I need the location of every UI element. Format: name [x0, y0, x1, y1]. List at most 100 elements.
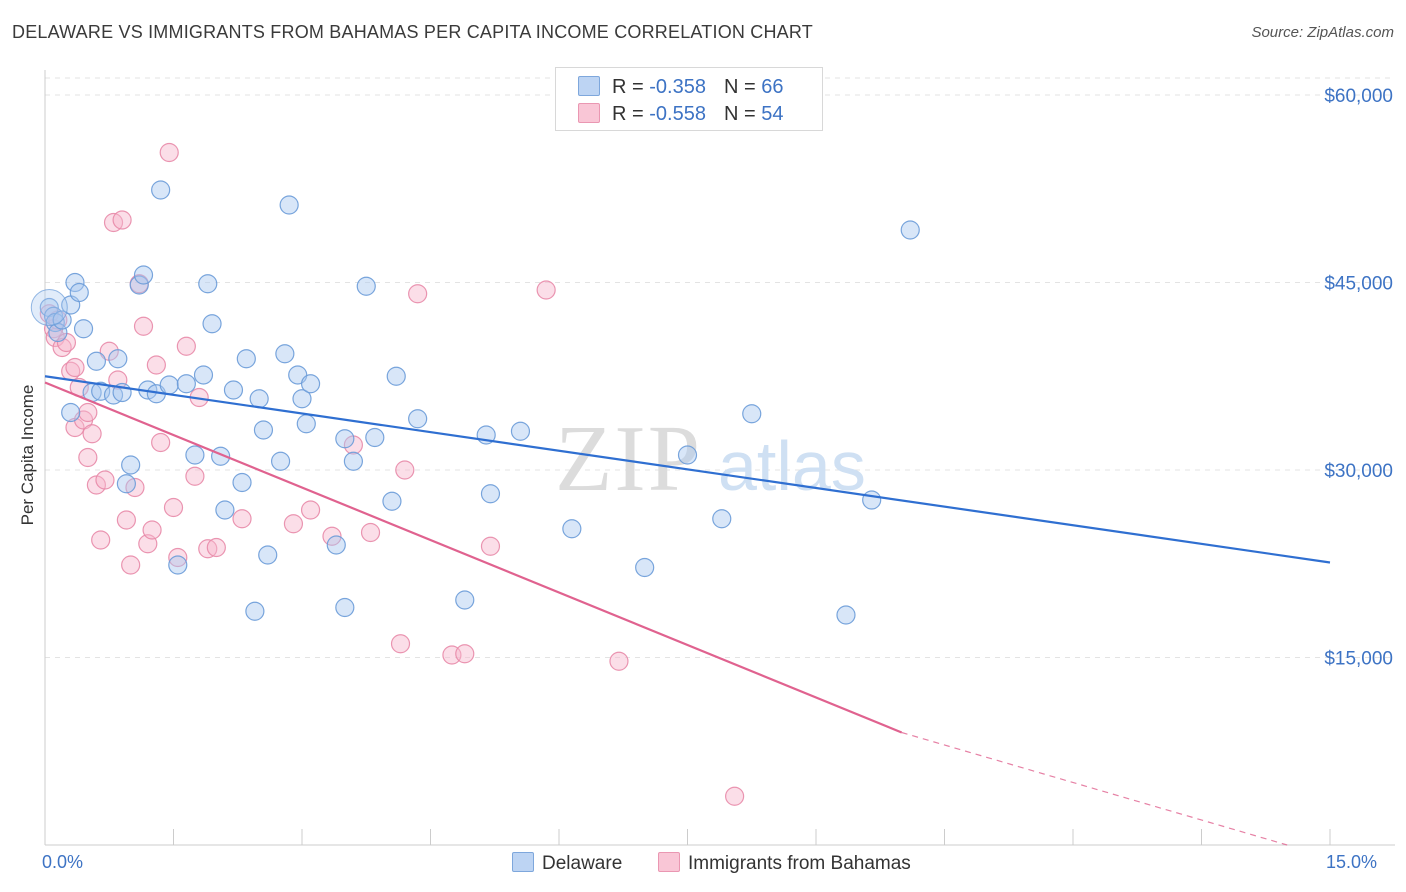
- delaware-point: [86, 351, 107, 371]
- bahamas-point: [91, 530, 111, 550]
- delaware-point: [159, 375, 179, 395]
- delaware-point: [193, 365, 214, 385]
- trend-lines: [44, 375, 1331, 846]
- legend-r-label: R =: [612, 76, 650, 98]
- legend-r-value: -0.358: [649, 76, 706, 98]
- bahamas-point: [455, 644, 475, 664]
- bahamas-point: [82, 424, 102, 444]
- bahamas-point: [300, 500, 321, 520]
- delaware-point: [742, 404, 762, 424]
- axes: [44, 70, 1395, 846]
- delaware-point: [712, 509, 732, 529]
- legend-r-label: R =: [612, 103, 650, 125]
- bahamas-point: [146, 355, 166, 375]
- bahamas-point: [121, 555, 141, 575]
- delaware-point: [562, 519, 582, 539]
- delaware-point: [253, 420, 274, 440]
- delaware-swatch: [578, 76, 600, 96]
- legend-row-delaware: R = -0.358 N = 66: [578, 76, 783, 98]
- source-credit: Source: ZipAtlas.com: [1251, 24, 1394, 41]
- bahamas-point: [725, 786, 745, 806]
- delaware-point: [223, 380, 244, 400]
- legend-n-value: 54: [761, 103, 784, 125]
- x-tick-max: 15.0%: [1326, 852, 1378, 872]
- bahamas-point: [283, 514, 304, 534]
- delaware-point: [300, 374, 321, 394]
- bahamas-swatch: [658, 852, 680, 872]
- delaware-point: [326, 535, 346, 555]
- delaware-point: [116, 474, 136, 494]
- bahamas-point: [78, 402, 98, 423]
- delaware-point: [677, 445, 698, 465]
- delaware-point: [510, 421, 531, 441]
- bahamas-point: [151, 432, 171, 453]
- bahamas-point: [390, 634, 411, 654]
- delaware-point: [408, 409, 428, 429]
- bahamas-point: [185, 466, 205, 486]
- delaware-point-large: [30, 289, 68, 326]
- delaware-point: [356, 276, 376, 296]
- bahamas-point: [232, 509, 252, 529]
- legend-n-label: N =: [723, 103, 762, 125]
- delaware-point: [236, 349, 256, 369]
- delaware-point: [65, 272, 85, 293]
- legend-n-value: 66: [761, 76, 784, 98]
- delaware-point: [176, 374, 196, 394]
- bahamas-point: [168, 547, 188, 568]
- bahamas-point: [395, 460, 415, 480]
- bahamas-trend-line: [44, 381, 903, 734]
- bahamas-point: [142, 520, 162, 540]
- delaware-point: [198, 274, 218, 294]
- bahamas-point: [65, 357, 85, 378]
- bottom-legend-delaware: Delaware: [512, 852, 622, 875]
- delaware-point: [296, 414, 316, 434]
- chart-title: DELAWARE VS IMMIGRANTS FROM BAHAMAS PER …: [12, 22, 813, 42]
- delaware-point: [382, 491, 402, 511]
- delaware-point: [455, 590, 475, 610]
- x-tick-min: 0.0%: [42, 852, 84, 872]
- bahamas-point: [112, 210, 132, 230]
- delaware-point: [836, 605, 856, 625]
- delaware-point: [335, 429, 355, 449]
- bahamas-point: [480, 536, 501, 556]
- bahamas-point: [116, 510, 136, 530]
- y-axis-label: Per Capita Income: [18, 384, 37, 526]
- bahamas-point: [536, 280, 556, 300]
- bottom-legend-delaware-label: Delaware: [542, 853, 623, 874]
- delaware-point: [202, 314, 222, 334]
- delaware-point: [258, 545, 278, 565]
- bahamas-point: [408, 284, 428, 304]
- bahamas-point: [322, 526, 342, 546]
- bahamas-point: [133, 316, 154, 336]
- delaware-point: [275, 344, 295, 364]
- delaware-point: [635, 557, 655, 578]
- legend-n-label: N =: [723, 76, 762, 98]
- delaware-point: [69, 282, 89, 303]
- watermark-atlas: atlas: [718, 427, 866, 505]
- delaware-point: [133, 265, 154, 285]
- delaware-point: [108, 349, 128, 369]
- delaware-point: [365, 427, 385, 448]
- bahamas-swatch: [578, 103, 600, 123]
- delaware-point: [245, 601, 265, 621]
- delaware-point: [900, 220, 920, 240]
- y-tick-label: $30,000: [1324, 461, 1393, 482]
- correlation-legend: R = -0.358 N = 66 R = -0.558 N = 54: [555, 67, 823, 131]
- bottom-legend-bahamas-label: Immigrants from Bahamas: [688, 853, 911, 874]
- y-tick-label: $60,000: [1324, 86, 1393, 107]
- bahamas-point: [176, 336, 196, 356]
- delaware-point: [168, 555, 188, 575]
- delaware-point: [270, 451, 291, 471]
- delaware-point: [73, 319, 94, 339]
- bahamas-point: [163, 497, 184, 518]
- y-tick-label: $15,000: [1324, 649, 1393, 670]
- delaware-trend-line: [44, 375, 1331, 564]
- delaware-point: [232, 472, 252, 493]
- delaware-swatch: [512, 852, 534, 872]
- delaware-point: [279, 195, 299, 215]
- delaware-point: [480, 484, 501, 504]
- delaware-points: [30, 180, 920, 625]
- watermark: ZIP atlas: [555, 407, 866, 511]
- delaware-point: [335, 597, 355, 618]
